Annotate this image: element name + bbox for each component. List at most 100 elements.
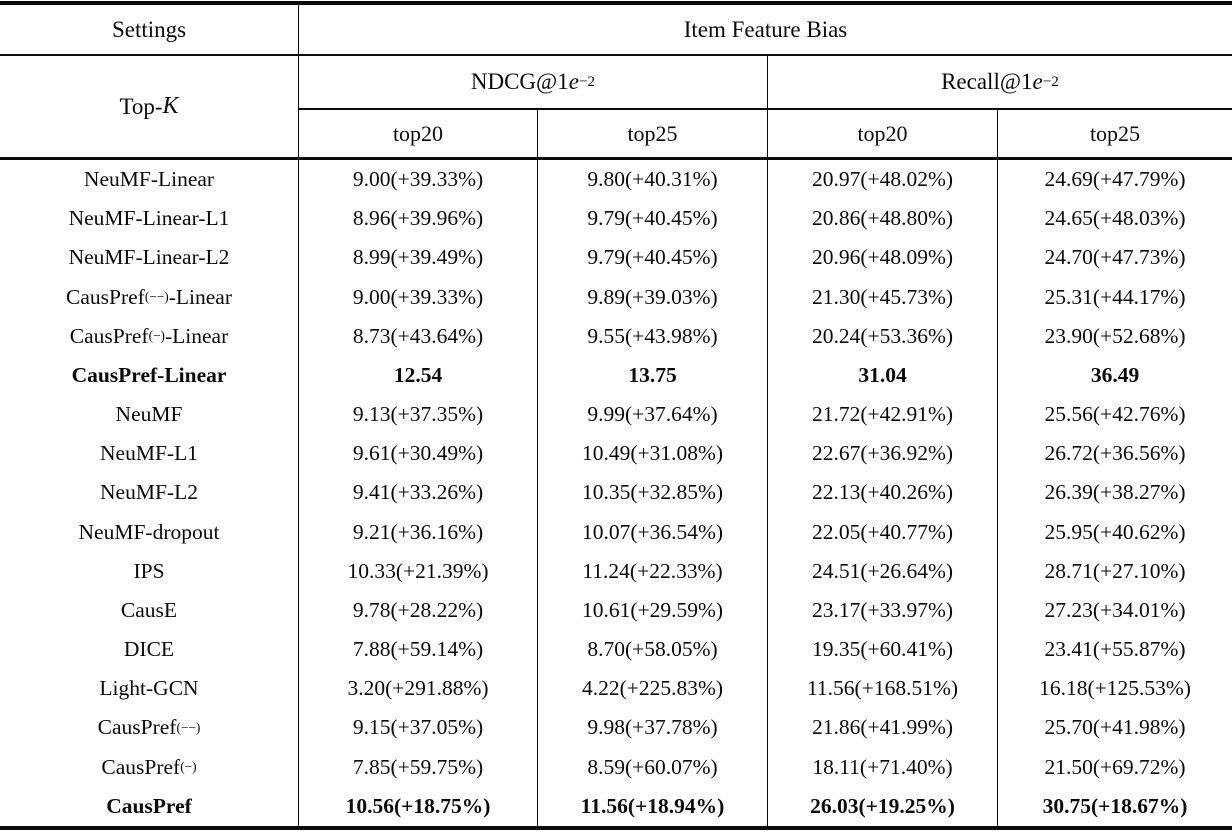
value-cell: 8.99(+39.49%)	[298, 238, 537, 278]
recall-top25-header: top25	[997, 110, 1232, 157]
method-cell: NeuMF-L1	[0, 434, 298, 473]
value-cell: 7.85(+59.75%)	[298, 747, 537, 787]
method-name: CausPref	[65, 284, 145, 309]
value-cell: 9.78(+28.22%)	[298, 590, 537, 631]
value-cell: 10.07(+36.54%)	[537, 512, 767, 552]
value-cell: 11.56(+18.94%)	[537, 786, 767, 826]
value-cell: 8.70(+58.05%)	[537, 630, 767, 670]
table-row: CausPref (−−) 9.15(+37.05%) 9.98(+37.78%) 2…	[0, 708, 1232, 748]
value-cell: 21.30(+45.73%)	[767, 277, 997, 317]
method-suffix: -Linear	[168, 284, 232, 309]
value-cell: 10.49(+31.08%)	[537, 434, 767, 474]
value-cell: 10.61(+29.59%)	[537, 590, 767, 631]
value-cell: 25.70(+41.98%)	[997, 708, 1232, 748]
value-cell: 23.90(+52.68%)	[997, 316, 1232, 356]
header-body-rule	[0, 157, 1232, 160]
value-cell: 22.05(+40.77%)	[767, 512, 997, 552]
value-cell: 26.39(+38.27%)	[997, 473, 1232, 513]
table-row: CausE 9.78(+28.22%) 10.61(+29.59%) 23.17(+…	[0, 590, 1232, 631]
value-cell: 20.24(+53.36%)	[767, 316, 997, 356]
value-cell: 22.13(+40.26%)	[767, 473, 997, 513]
method-name: CausE	[120, 597, 178, 622]
ndcg-e: e	[568, 69, 579, 94]
ndcg-label: NDCG@1	[470, 69, 569, 94]
value-cell: 27.23(+34.01%)	[997, 590, 1232, 631]
table-row: CausPref 10.56(+18.75%) 11.56(+18.94%) 26.…	[0, 786, 1232, 826]
value-cell: 22.67(+36.92%)	[767, 434, 997, 474]
value-cell: 12.54	[298, 355, 537, 396]
value-cell: 9.98(+37.78%)	[537, 708, 767, 748]
value-cell: 3.20(+291.88%)	[298, 669, 537, 709]
value-cell: 25.56(+42.76%)	[997, 395, 1232, 435]
method-cell: CausPref (−)	[101, 754, 197, 779]
table-row: CausPref (−) -Linear 8.73(+43.64%) 9.55(+43…	[0, 316, 1232, 356]
value-cell: 20.97(+48.02%)	[767, 160, 997, 200]
method-name: CausPref	[97, 715, 177, 740]
recall-e: e	[1032, 69, 1043, 94]
value-cell: 11.56(+168.51%)	[767, 669, 997, 709]
value-cell: 26.72(+36.56%)	[997, 434, 1232, 474]
table-row: NeuMF-Linear 9.00(+39.33%) 9.80(+40.31%) 2…	[0, 160, 1232, 200]
value-cell: 9.89(+39.03%)	[537, 277, 767, 317]
value-cell: 25.31(+44.17%)	[997, 277, 1232, 317]
method-cell: CausPref-Linear	[0, 356, 298, 395]
table-row: NeuMF-dropout 9.21(+36.16%) 10.07(+36.54%…	[0, 512, 1232, 552]
value-cell: 36.49	[997, 355, 1232, 396]
value-cell: 10.35(+32.85%)	[537, 473, 767, 513]
method-cell: NeuMF-L2	[0, 473, 298, 512]
method-cell: NeuMF-Linear-L2	[0, 238, 298, 277]
table-row: NeuMF-Linear-L1 8.96(+39.96%) 9.79(+40.45…	[0, 199, 1232, 239]
metric-group-row: NDCG@1 e −2 Recall@1 e −2	[0, 56, 1232, 108]
value-cell: 24.70(+47.73%)	[997, 238, 1232, 278]
method-name: NeuMF-Linear-L1	[68, 206, 230, 231]
value-cell: 21.50(+69.72%)	[997, 747, 1232, 787]
table-row: CausPref (−−) -Linear 9.00(+39.33%) 9.89(+3…	[0, 277, 1232, 317]
value-cell: 16.18(+125.53%)	[997, 669, 1232, 709]
method-name: NeuMF-L1	[100, 441, 198, 466]
table-row: NeuMF-L2 9.41(+33.26%) 10.35(+32.85%) 22.1…	[0, 473, 1232, 513]
value-cell: 21.86(+41.99%)	[767, 708, 997, 748]
ndcg-top20-header: top20	[298, 110, 537, 157]
method-cell: CausPref (−−) -Linear	[65, 284, 232, 309]
method-cell: NeuMF-Linear-L1	[0, 199, 298, 238]
method-name: NeuMF-Linear-L2	[68, 245, 230, 270]
value-cell: 8.96(+39.96%)	[298, 199, 537, 239]
header-metric-bands: NDCG@1 e −2 Recall@1 e −2 top20 top25 top20 …	[0, 56, 1232, 157]
value-cell: 9.41(+33.26%)	[298, 473, 537, 513]
method-cell: NeuMF	[0, 395, 298, 434]
method-name: CausPref	[69, 323, 149, 348]
method-name: NeuMF-dropout	[78, 519, 220, 544]
settings-header: Settings	[111, 16, 187, 42]
method-cell: CausPref	[0, 787, 298, 826]
table-bottom-rule	[0, 826, 1232, 830]
value-cell: 31.04	[767, 355, 997, 396]
method-name: Light-GCN	[99, 676, 199, 701]
subheader-row: top20 top25 top20 top25	[0, 110, 1232, 157]
method-cell: IPS	[0, 552, 298, 591]
table-row: IPS 10.33(+21.39%) 11.24(+22.33%) 24.51(+2…	[0, 551, 1232, 591]
ndcg-header: NDCG@1 e −2	[298, 56, 767, 108]
value-cell: 9.15(+37.05%)	[298, 708, 537, 748]
method-name: CausPref-Linear	[71, 362, 227, 387]
table-row: DICE 7.88(+59.14%) 8.70(+58.05%) 19.35(+60…	[0, 630, 1232, 670]
value-cell: 9.99(+37.64%)	[537, 395, 767, 435]
recall-top20-header: top20	[767, 110, 997, 157]
method-suffix: -Linear	[164, 323, 229, 348]
value-cell: 4.22(+225.83%)	[537, 669, 767, 709]
method-name: CausPref	[101, 754, 181, 779]
value-cell: 24.69(+47.79%)	[997, 160, 1232, 200]
method-name: DICE	[123, 637, 175, 662]
value-cell: 9.00(+39.33%)	[298, 160, 537, 200]
method-cell: DICE	[0, 630, 298, 669]
metric-group-underline-rule	[298, 108, 1232, 110]
value-cell: 9.79(+40.45%)	[537, 199, 767, 239]
method-cell: NeuMF-Linear	[0, 160, 298, 199]
method-name: IPS	[133, 558, 165, 583]
topk-script-k: K	[162, 93, 179, 119]
method-name: NeuMF	[115, 402, 183, 427]
value-cell: 30.75(+18.67%)	[997, 786, 1232, 826]
value-cell: 9.00(+39.33%)	[298, 277, 537, 317]
value-cell: 8.73(+43.64%)	[298, 316, 537, 356]
value-cell: 11.24(+22.33%)	[537, 551, 767, 591]
value-cell: 24.65(+48.03%)	[997, 199, 1232, 239]
